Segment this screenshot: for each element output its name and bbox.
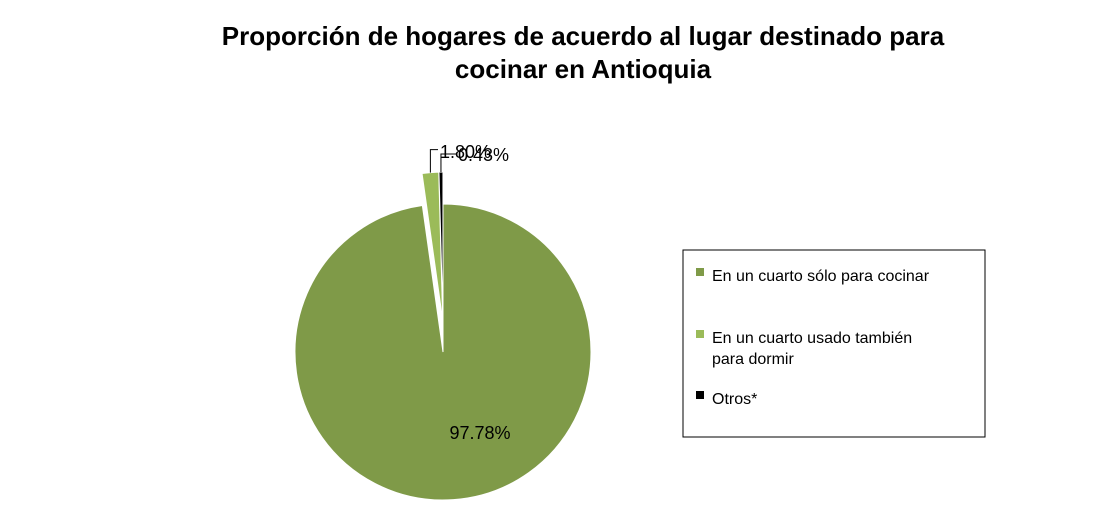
legend-box (682, 249, 986, 438)
data-label: 0.43% (458, 145, 509, 165)
leader-line (440, 153, 456, 173)
data-label: 1.80% (440, 142, 491, 162)
legend-swatch (696, 330, 704, 338)
pie-slice (438, 171, 444, 321)
legend-label: Otros* (712, 391, 757, 408)
chart-title: Proporción de hogares de acuerdo al luga… (222, 21, 945, 84)
legend-label: En un cuarto sólo para cocinar (712, 268, 930, 285)
data-label: 97.78% (449, 423, 510, 443)
legend-label: En un cuarto usado también para dormir (712, 330, 912, 368)
legend-swatch (696, 268, 704, 276)
pie-slice (294, 203, 592, 501)
legend-swatch (696, 391, 704, 399)
leader-line (429, 149, 438, 173)
